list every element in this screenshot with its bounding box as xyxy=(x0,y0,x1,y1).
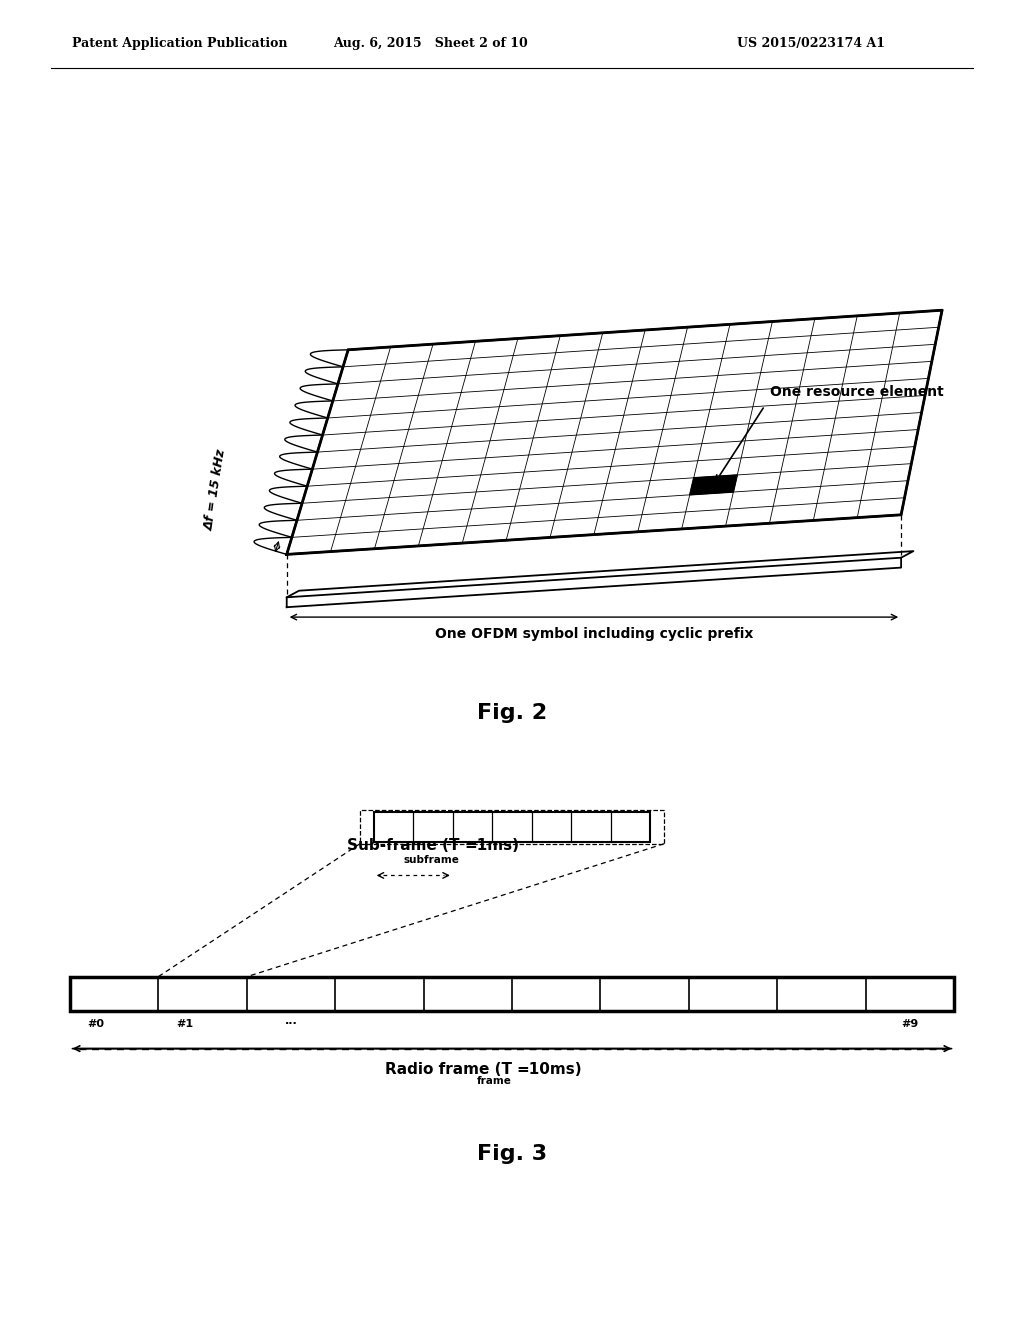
Bar xyxy=(374,812,650,842)
Polygon shape xyxy=(690,475,737,495)
Text: #0: #0 xyxy=(88,1019,104,1030)
Text: #1: #1 xyxy=(176,1019,194,1030)
Text: =10ms): =10ms) xyxy=(517,1063,583,1077)
Text: Δf = 15 kHz: Δf = 15 kHz xyxy=(203,447,228,531)
Text: subframe: subframe xyxy=(403,855,460,865)
Text: Patent Application Publication: Patent Application Publication xyxy=(72,37,287,50)
Text: One OFDM symbol including cyclic prefix: One OFDM symbol including cyclic prefix xyxy=(435,627,753,640)
Text: US 2015/0223174 A1: US 2015/0223174 A1 xyxy=(737,37,886,50)
Text: Fig. 3: Fig. 3 xyxy=(477,1144,547,1164)
Text: One resource element: One resource element xyxy=(770,385,943,399)
Text: Sub-frame (T: Sub-frame (T xyxy=(347,838,460,853)
Text: Aug. 6, 2015   Sheet 2 of 10: Aug. 6, 2015 Sheet 2 of 10 xyxy=(333,37,527,50)
Text: frame: frame xyxy=(477,1076,512,1086)
Text: ···: ··· xyxy=(285,1019,297,1030)
Text: Radio frame (T: Radio frame (T xyxy=(385,1063,512,1077)
Bar xyxy=(360,810,665,843)
Text: Fig. 2: Fig. 2 xyxy=(477,702,547,723)
Bar xyxy=(70,977,954,1011)
Text: #9: #9 xyxy=(901,1019,919,1030)
Text: =1ms): =1ms) xyxy=(464,838,519,853)
